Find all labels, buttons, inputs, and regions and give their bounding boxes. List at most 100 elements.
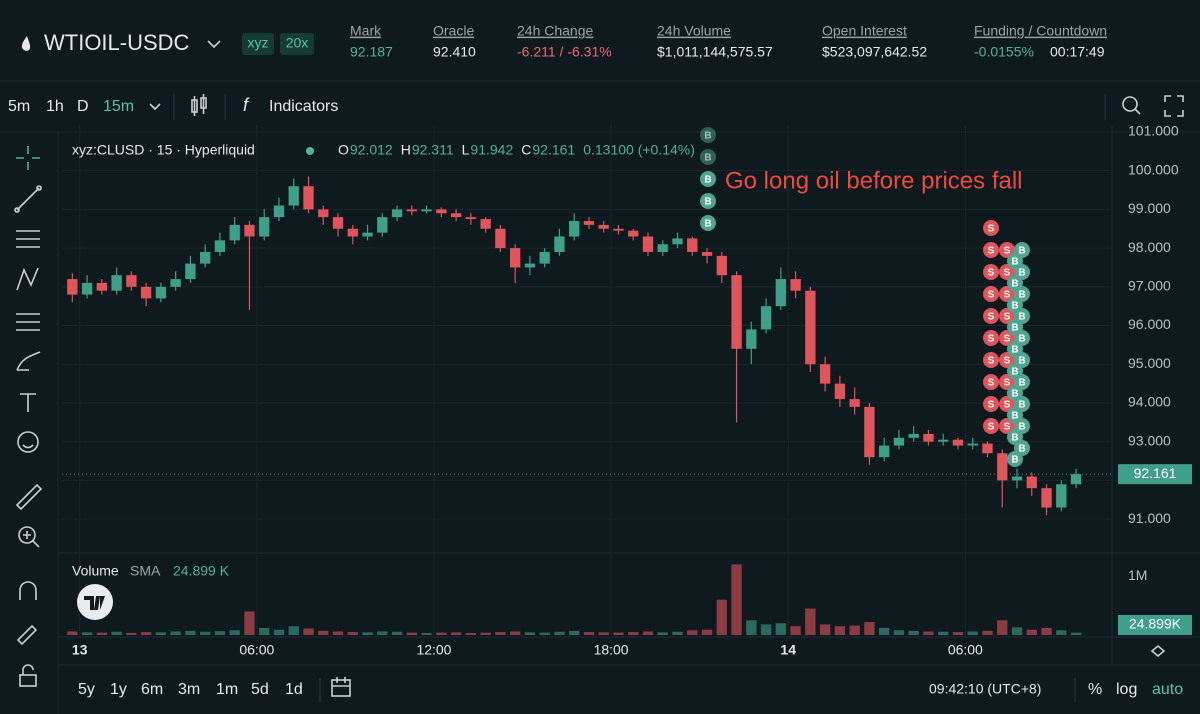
- y-tick-label: 94.000: [1128, 394, 1171, 410]
- candle-body: [1026, 476, 1037, 489]
- sell-marker: [983, 330, 999, 346]
- candle-body: [760, 306, 772, 330]
- sell-marker-label: S: [988, 312, 995, 323]
- candle-body: [377, 217, 388, 233]
- sell-marker: [999, 374, 1015, 390]
- volume-bar: [1011, 627, 1023, 635]
- range-button[interactable]: 5y: [78, 681, 95, 698]
- candle-body: [111, 275, 122, 291]
- range-button[interactable]: 3m: [178, 681, 200, 698]
- stat-value: -0.0155%: [974, 44, 1034, 60]
- clock: 09:42:10 (UTC+8): [929, 681, 1041, 697]
- dropdown-icon[interactable]: [207, 40, 221, 49]
- candle-body: [687, 238, 698, 252]
- volume-bar: [465, 632, 477, 635]
- indicators-button[interactable]: Indicators: [269, 98, 338, 115]
- sell-marker-label: S: [1004, 378, 1011, 389]
- interval[interactable]: D: [77, 98, 89, 115]
- option-button[interactable]: auto: [1152, 681, 1183, 698]
- candle-body: [864, 406, 875, 458]
- volume-bar: [1056, 630, 1067, 635]
- volume-bar: [760, 624, 772, 635]
- candle-body: [421, 209, 432, 212]
- symbol[interactable]: WTIOIL-USDC: [44, 30, 190, 55]
- volume-bar: [893, 630, 905, 635]
- x-tick-label: 06:00: [239, 642, 274, 658]
- legend-key: C: [521, 142, 531, 158]
- candle-body: [273, 205, 285, 218]
- volume-bar: [1041, 627, 1052, 635]
- candle-type-icon[interactable]: [191, 94, 207, 116]
- volume-bar: [967, 631, 978, 635]
- volume-bar: [687, 630, 698, 635]
- range-button[interactable]: 1m: [216, 681, 238, 698]
- dropdown-icon[interactable]: [149, 103, 161, 111]
- option-button[interactable]: %: [1088, 681, 1102, 698]
- fx-icon[interactable]: f: [243, 95, 250, 115]
- sell-marker-label: S: [988, 268, 995, 279]
- volume-bar: [318, 630, 329, 635]
- range-button[interactable]: 1d: [285, 681, 303, 698]
- stat-label: Mark: [350, 23, 382, 39]
- volume-bar: [952, 632, 964, 635]
- settings-icon[interactable]: [1150, 644, 1166, 658]
- volume-bar: [938, 631, 949, 635]
- sell-marker-label: S: [1004, 268, 1011, 279]
- buy-marker-label: B: [1011, 323, 1018, 334]
- candle-body: [1056, 484, 1067, 508]
- range-button[interactable]: 6m: [141, 681, 163, 698]
- volume-bar: [332, 631, 344, 635]
- candle-body: [214, 240, 226, 252]
- legend-key: O: [338, 142, 349, 158]
- volume-bar: [775, 623, 787, 635]
- buy-marker-label: B: [1011, 301, 1018, 312]
- candle-body: [480, 219, 491, 229]
- buy-marker-label: B: [1011, 411, 1018, 422]
- candle-body: [450, 213, 462, 218]
- candle-body: [436, 209, 447, 214]
- volume-bar: [524, 632, 536, 635]
- volume-bar: [96, 632, 108, 635]
- buy-marker-label: B: [1011, 279, 1018, 290]
- volume-bar: [613, 632, 624, 635]
- candle-body: [244, 224, 255, 237]
- range-button[interactable]: 5d: [251, 681, 269, 698]
- calendar-icon[interactable]: [331, 677, 351, 697]
- volume-bar: [391, 631, 403, 635]
- volume-bar: [495, 632, 506, 635]
- sma-axis-label: 24.899K: [1129, 616, 1182, 632]
- option-button[interactable]: log: [1116, 681, 1137, 698]
- y-tick-label: 91.000: [1128, 510, 1171, 526]
- sell-marker: [999, 308, 1015, 324]
- candle-body: [672, 238, 683, 245]
- candle-body: [997, 453, 1008, 481]
- volume-bar: [229, 630, 240, 635]
- buy-marker-label: B: [1018, 422, 1025, 433]
- badge: xyz: [248, 35, 269, 51]
- interval[interactable]: 5m: [8, 98, 30, 115]
- fullscreen-icon[interactable]: [1164, 95, 1184, 117]
- interval[interactable]: 15m: [103, 98, 134, 115]
- range-button[interactable]: 1y: [110, 681, 127, 698]
- y-tick-label: 99.000: [1128, 200, 1171, 216]
- sell-marker: [983, 286, 999, 302]
- drawing-tools[interactable]: [14, 146, 43, 687]
- volume-bar: [716, 599, 727, 635]
- sell-marker-label: S: [988, 378, 995, 389]
- buy-marker-label: B: [704, 131, 711, 142]
- candle-body: [805, 290, 816, 365]
- volume-bar: [200, 631, 211, 635]
- annotation: Go long oil before prices fall: [725, 167, 1023, 194]
- volume-bar: [908, 630, 919, 635]
- volume-bar: [628, 632, 639, 635]
- alert-icon[interactable]: [1122, 96, 1141, 115]
- interval[interactable]: 1h: [46, 98, 64, 115]
- buy-marker-label: B: [1018, 312, 1025, 323]
- candle-body: [849, 399, 860, 407]
- stat-value: 00:17:49: [1050, 44, 1105, 60]
- buy-marker-label: B: [1011, 455, 1018, 466]
- intervals: 5m 1h D 15m: [8, 98, 134, 115]
- candle-body: [819, 364, 831, 384]
- candle-body: [465, 217, 477, 220]
- buy-marker-label: B: [1018, 246, 1025, 257]
